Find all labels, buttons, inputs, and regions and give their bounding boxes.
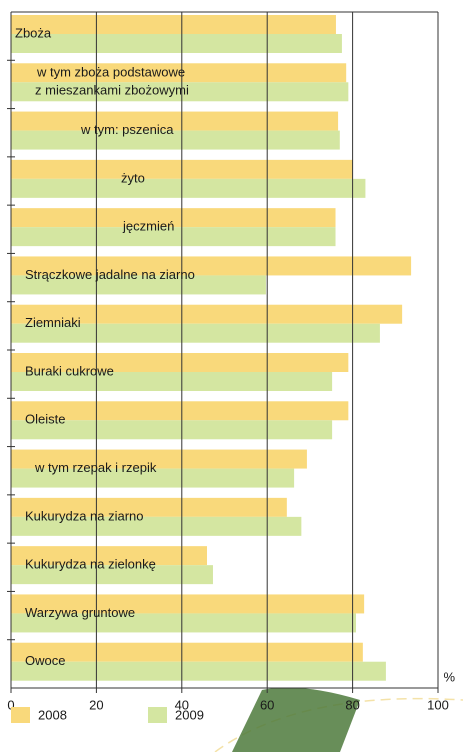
bar xyxy=(11,565,213,585)
bar xyxy=(11,353,349,372)
x-tick-label: 100 xyxy=(427,697,449,712)
bar xyxy=(11,82,349,102)
bar xyxy=(11,63,347,83)
bar xyxy=(11,15,336,34)
bar xyxy=(11,449,307,469)
bar xyxy=(11,304,403,324)
bar xyxy=(11,256,412,276)
bar xyxy=(11,661,386,681)
bar xyxy=(11,34,342,53)
bar xyxy=(11,227,336,247)
category-label: Oleiste xyxy=(25,412,65,427)
category-label: Owoce xyxy=(25,653,65,668)
category-label: Strączkowe jadalne na ziarno xyxy=(25,267,195,282)
bar xyxy=(11,613,357,633)
category-label: Warzywa gruntowe xyxy=(25,605,135,620)
category-label: w tym: pszenica xyxy=(80,122,174,137)
legend-label: 2009 xyxy=(175,707,204,722)
bar xyxy=(11,516,302,536)
bar xyxy=(11,208,336,228)
legend-swatch xyxy=(11,707,30,723)
category-label: Kukurydza na zielonkę xyxy=(25,557,156,572)
legend-label: 2008 xyxy=(38,707,67,722)
bar xyxy=(11,323,380,343)
bar xyxy=(11,594,365,614)
x-axis-label: % xyxy=(443,669,455,684)
bar xyxy=(11,275,266,295)
category-label-line: z mieszankami zbożowymi xyxy=(35,83,189,98)
bar xyxy=(11,111,339,131)
category-label: w tym zboża podstawowe z mieszankami zboż… xyxy=(35,65,189,98)
category-label: żyto xyxy=(121,170,145,185)
bar xyxy=(11,546,207,566)
bar xyxy=(11,178,366,198)
decoration xyxy=(232,687,360,752)
bar xyxy=(11,497,287,517)
x-tick-label: 60 xyxy=(260,697,274,712)
bar xyxy=(11,468,295,488)
bar xyxy=(11,420,333,440)
x-tick-label: 20 xyxy=(89,697,103,712)
x-tick-label: 80 xyxy=(345,697,359,712)
bar xyxy=(11,372,333,391)
category-label: w tym rzepak i rzepik xyxy=(34,460,157,475)
legend-swatch xyxy=(148,707,167,723)
x-tick-label: 0 xyxy=(7,697,14,712)
category-label: jęczmień xyxy=(122,219,174,234)
category-label: Zboża xyxy=(15,25,52,40)
bar xyxy=(11,130,340,150)
category-label: Ziemniaki xyxy=(25,315,81,330)
category-label: Kukurydza na ziarno xyxy=(25,508,144,523)
category-label: Buraki cukrowe xyxy=(25,363,114,378)
bar xyxy=(11,642,363,662)
category-label-line: w tym zboża podstawowe xyxy=(36,65,185,80)
bar xyxy=(11,401,349,421)
x-tick-label: 40 xyxy=(175,697,189,712)
